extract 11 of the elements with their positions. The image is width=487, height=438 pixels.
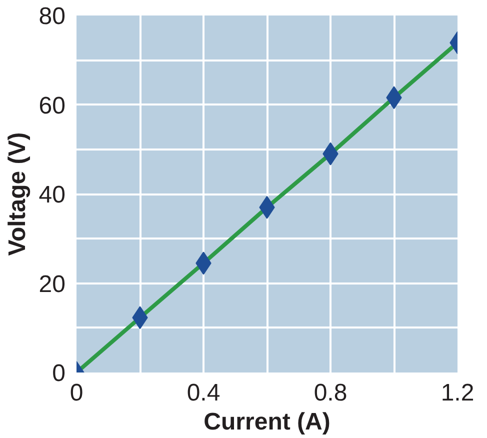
y-tick-label: 80	[38, 3, 66, 30]
x-tick-label: 0.4	[186, 380, 220, 406]
y-axis-title: Voltage (V)	[4, 132, 31, 256]
x-tick-label: 0.8	[314, 380, 348, 406]
x-axis-title: Current (A)	[204, 408, 330, 436]
x-tick-label: 1.2	[440, 380, 474, 406]
x-tick-label: 0	[70, 380, 84, 406]
y-tick-label: 40	[38, 182, 66, 208]
y-tick-label: 60	[38, 92, 66, 120]
y-tick-label: 20	[38, 270, 66, 298]
y-tick-label: 0	[52, 360, 66, 387]
